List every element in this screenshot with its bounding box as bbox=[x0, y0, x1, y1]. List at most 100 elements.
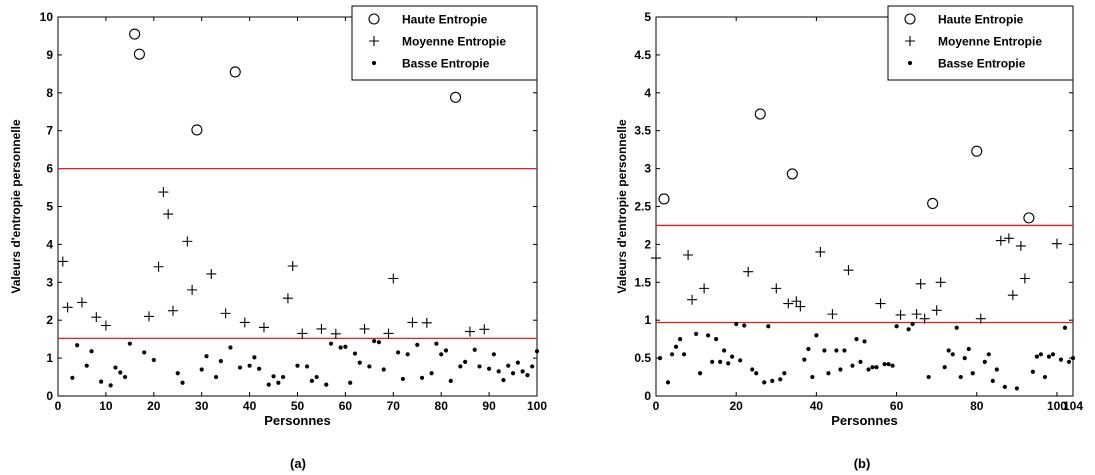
x-tick-label: 60 bbox=[890, 399, 904, 413]
data-point-dot bbox=[1042, 374, 1048, 380]
data-point-dot bbox=[778, 377, 783, 382]
data-point-circle bbox=[658, 193, 670, 205]
data-point-dot bbox=[990, 378, 995, 383]
y-axis-label: Valeurs d'entropie personnelle bbox=[615, 119, 629, 294]
data-point-dot bbox=[525, 373, 530, 378]
x-tick-label: 40 bbox=[810, 399, 824, 413]
x-tick-label: 80 bbox=[970, 399, 984, 413]
data-point-circle bbox=[1023, 212, 1035, 224]
data-point-plus bbox=[76, 297, 87, 308]
data-point-dot bbox=[926, 374, 931, 380]
y-tick-label: 0 bbox=[46, 389, 53, 403]
data-point-dot bbox=[870, 365, 875, 370]
data-point-plus bbox=[57, 256, 68, 267]
data-point-plus bbox=[911, 309, 922, 320]
data-point-dot bbox=[970, 371, 975, 376]
legend-label: Moyenne Entropie bbox=[402, 35, 506, 49]
data-point-plus bbox=[783, 298, 794, 309]
data-point-plus bbox=[187, 284, 198, 295]
data-point-dot bbox=[487, 366, 492, 371]
data-point-plus bbox=[875, 298, 886, 309]
y-tick-label: 1 bbox=[46, 351, 53, 365]
data-point-dot bbox=[734, 321, 739, 327]
data-point-dot bbox=[850, 363, 855, 368]
data-point-circle bbox=[229, 66, 241, 78]
data-point-dot bbox=[693, 331, 699, 336]
data-point-dot bbox=[1070, 356, 1076, 361]
legend-marker-circle bbox=[904, 13, 916, 25]
data-point-circle bbox=[971, 145, 983, 157]
data-point-plus bbox=[935, 277, 946, 288]
data-point-dot bbox=[295, 363, 300, 368]
data-point-dot bbox=[810, 374, 815, 380]
x-tick-label: 104 bbox=[1063, 399, 1083, 413]
data-point-plus bbox=[316, 323, 327, 334]
y-tick-label: 3 bbox=[644, 162, 651, 176]
data-point-dot bbox=[966, 346, 971, 352]
data-point-plus bbox=[167, 305, 178, 316]
data-point-dot bbox=[1062, 325, 1068, 330]
data-point-circle bbox=[754, 108, 766, 120]
legend-marker-dot bbox=[907, 60, 913, 66]
data-point-plus bbox=[791, 296, 802, 307]
legend-box bbox=[351, 5, 538, 81]
data-point-dot bbox=[834, 348, 839, 353]
x-tick-label: 100 bbox=[1047, 399, 1067, 413]
x-tick-label: 70 bbox=[387, 399, 401, 413]
data-point-plus bbox=[827, 309, 838, 320]
series-circle bbox=[129, 28, 462, 136]
data-point-dot bbox=[657, 356, 663, 361]
legend-label: Basse Entropie bbox=[938, 57, 1026, 71]
y-tick-label: 0 bbox=[644, 389, 651, 403]
data-point-plus bbox=[919, 313, 930, 324]
data-point-dot bbox=[367, 364, 372, 369]
x-tick-label: 20 bbox=[147, 399, 161, 413]
x-tick-label: 100 bbox=[527, 399, 547, 413]
data-point-dot bbox=[710, 359, 715, 364]
data-point-plus bbox=[144, 311, 155, 322]
data-point-plus bbox=[1019, 273, 1030, 284]
data-point-dot bbox=[84, 363, 89, 368]
data-point-plus bbox=[239, 317, 250, 328]
data-point-plus bbox=[1015, 240, 1026, 251]
data-point-dot bbox=[357, 360, 362, 365]
data-point-dot bbox=[324, 382, 329, 387]
data-point-dot bbox=[415, 342, 420, 347]
data-point-dot bbox=[706, 333, 711, 338]
data-point-dot bbox=[108, 383, 113, 388]
data-point-dot bbox=[886, 362, 891, 367]
legend-marker-dot bbox=[371, 60, 377, 66]
data-point-plus bbox=[359, 323, 370, 334]
y-tick-label: 4.5 bbox=[634, 48, 651, 62]
data-point-dot bbox=[175, 371, 180, 376]
data-point-dot bbox=[304, 364, 310, 369]
x-tick-label: 20 bbox=[730, 399, 744, 413]
x-tick-label: 80 bbox=[435, 399, 449, 413]
data-point-plus bbox=[931, 305, 942, 316]
data-point-dot bbox=[266, 382, 271, 387]
data-point-dot bbox=[858, 359, 863, 364]
figure-caption: (a) bbox=[290, 456, 306, 471]
y-tick-label: 0.5 bbox=[634, 351, 651, 365]
data-point-dot bbox=[180, 380, 185, 385]
data-point-dot bbox=[463, 359, 468, 364]
data-point-plus bbox=[479, 324, 490, 335]
data-point-dot bbox=[204, 354, 209, 359]
data-point-dot bbox=[722, 348, 727, 353]
legend-marker-plus bbox=[905, 36, 915, 46]
data-point-dot bbox=[814, 333, 819, 338]
data-point-dot bbox=[515, 360, 520, 365]
y-tick-label: 4 bbox=[644, 86, 651, 100]
data-point-dot bbox=[218, 359, 223, 364]
data-point-dot bbox=[530, 364, 535, 369]
data-point-dot bbox=[434, 341, 439, 346]
data-point-plus bbox=[287, 261, 298, 272]
y-axis-label: Valeurs d'entropie personnelle bbox=[9, 119, 23, 294]
data-point-dot bbox=[1050, 352, 1056, 357]
data-point-dot bbox=[352, 351, 358, 356]
data-point-dot bbox=[866, 367, 871, 372]
series-plus bbox=[651, 233, 1062, 324]
data-point-dot bbox=[271, 374, 276, 379]
data-point-dot bbox=[247, 363, 252, 368]
data-point-dot bbox=[496, 369, 501, 374]
